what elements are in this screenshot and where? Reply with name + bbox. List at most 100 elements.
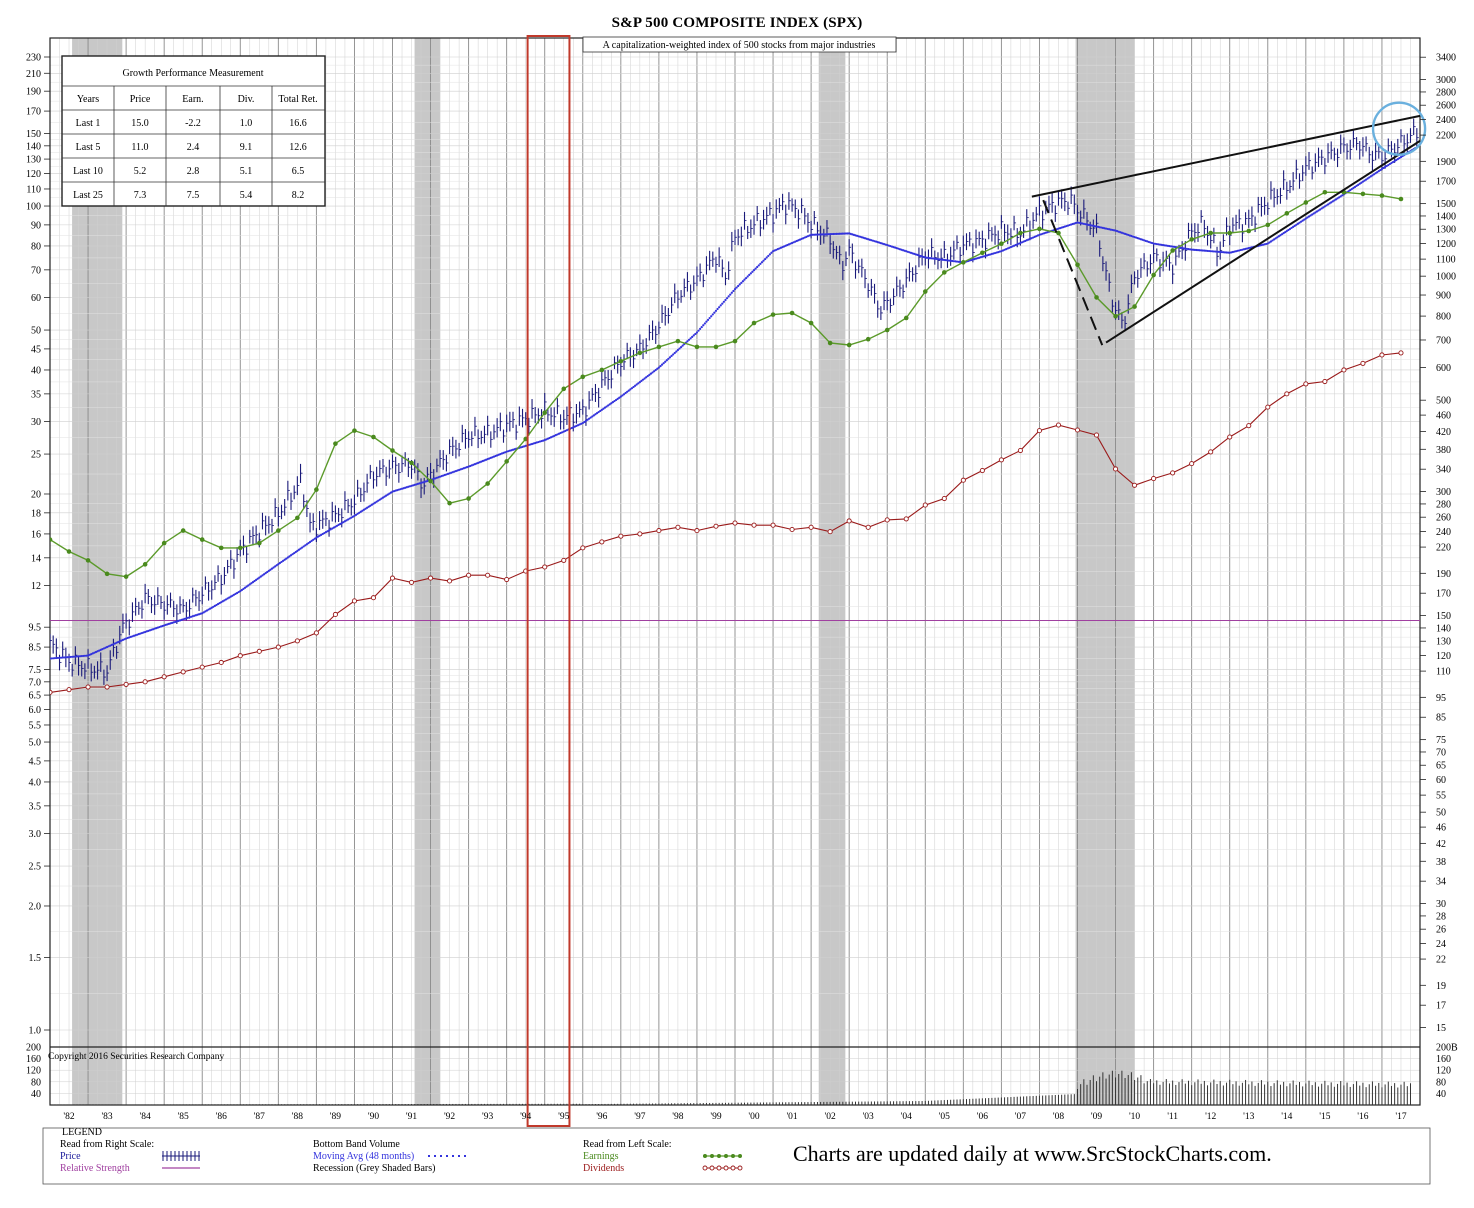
moving-average-point <box>1201 249 1204 252</box>
moving-average-point <box>816 233 819 236</box>
moving-average-point <box>278 561 282 565</box>
moving-average-point <box>313 537 316 540</box>
moving-average-point <box>1339 195 1342 198</box>
moving-average-point <box>608 403 611 406</box>
moving-average-point <box>364 507 367 510</box>
moving-average-point <box>1353 185 1357 189</box>
moving-average-point <box>353 514 356 517</box>
moving-average-point <box>1331 200 1334 203</box>
right-axis-label: 1500 <box>1436 199 1456 210</box>
legend-rs-label: Relative Strength <box>60 1163 130 1174</box>
year-label: '97 <box>634 1112 645 1122</box>
moving-average-point <box>251 581 255 584</box>
left-axis-label: 40 <box>31 365 41 376</box>
perf-cell: Last 5 <box>76 142 101 153</box>
moving-average-point <box>708 316 711 320</box>
dividends-point <box>561 557 567 563</box>
right-axis-label: 75 <box>1436 735 1446 746</box>
moving-average-point <box>270 567 274 570</box>
year-label: '86 <box>216 1112 227 1122</box>
year-label: '14 <box>1281 1112 1292 1122</box>
right-axis-label: 110 <box>1436 667 1451 678</box>
moving-average-point <box>1364 178 1368 181</box>
left-axis-label: 4.0 <box>29 777 42 788</box>
moving-average-point <box>626 390 629 393</box>
moving-average-point <box>760 261 764 264</box>
year-label: '17 <box>1395 1112 1406 1122</box>
moving-average-point <box>305 543 308 546</box>
left-axis-label: 12 <box>31 581 41 592</box>
moving-average-point <box>1396 157 1399 161</box>
moving-average-point <box>221 600 224 603</box>
left-axis-label: 2.5 <box>29 862 42 873</box>
moving-average-point <box>1349 189 1352 192</box>
moving-average-point <box>1298 221 1301 224</box>
moving-average-point <box>702 324 705 327</box>
dividends-point <box>979 467 985 474</box>
moving-average-point <box>1330 201 1333 204</box>
right-axis-label: 140 <box>1436 623 1451 634</box>
earnings-point <box>1075 262 1080 268</box>
perf-cell: 7.5 <box>187 190 200 201</box>
series-layer <box>50 118 1420 695</box>
moving-average-point <box>1296 222 1300 225</box>
moving-average-point <box>694 332 697 336</box>
moving-average-point <box>705 320 708 323</box>
moving-average-point <box>594 413 597 416</box>
dashed-decline-line <box>1042 199 1104 346</box>
moving-average-point <box>1395 158 1398 162</box>
moving-average-point <box>223 599 226 602</box>
right-axis-label: 1300 <box>1436 225 1456 236</box>
moving-average-point <box>1336 197 1339 200</box>
moving-average-point <box>811 233 814 236</box>
earnings-point <box>333 441 338 446</box>
highlight-circle <box>1371 101 1427 156</box>
moving-average-point <box>613 399 616 403</box>
right-axis-label: 460 <box>1436 411 1451 422</box>
dividends-point <box>313 630 319 636</box>
dividends-point <box>389 575 396 581</box>
dividends-point <box>466 572 472 578</box>
moving-average-point <box>1368 176 1371 179</box>
right-axis-label: 260 <box>1436 513 1451 524</box>
left-axis-label: 150 <box>26 129 41 140</box>
right-axis-label: 1000 <box>1436 272 1456 283</box>
dividends-point <box>1246 423 1252 429</box>
moving-average-point <box>640 379 643 382</box>
right-axis-label: 3400 <box>1436 53 1456 64</box>
moving-average-point <box>1377 170 1380 173</box>
moving-average-point <box>247 584 250 587</box>
year-label: '07 <box>1015 1112 1026 1122</box>
year-label: '05 <box>939 1112 950 1122</box>
moving-average-point <box>703 322 706 325</box>
moving-average-point <box>752 269 756 272</box>
moving-average-point <box>289 554 293 557</box>
right-axis-label: 2400 <box>1436 115 1456 126</box>
dividends-point <box>1113 466 1119 472</box>
moving-average-point <box>1328 202 1331 205</box>
moving-average-point <box>627 389 630 392</box>
moving-average-point <box>218 602 221 605</box>
moving-average-point <box>388 492 391 495</box>
moving-average-point <box>695 331 699 334</box>
moving-average-point <box>299 547 302 550</box>
moving-average-point <box>1306 216 1309 219</box>
moving-average-point <box>737 284 740 288</box>
moving-average-point <box>699 327 702 330</box>
moving-average-point <box>245 585 248 588</box>
right-axis-label: 800 <box>1436 312 1451 323</box>
moving-average-point <box>220 601 223 604</box>
left-axis-label: 20 <box>31 489 41 500</box>
legend-ma-label: Moving Avg (48 months) <box>313 1151 414 1162</box>
moving-average-point <box>730 291 733 294</box>
dividends-point <box>66 687 72 693</box>
perf-cell: Last 10 <box>73 166 103 177</box>
dividends-point <box>199 664 205 670</box>
moving-average-point <box>82 654 85 658</box>
moving-average-point <box>814 233 817 236</box>
dividends-point <box>1284 391 1290 397</box>
earnings-point <box>428 478 433 484</box>
moving-average-point <box>1303 218 1306 221</box>
year-label: '04 <box>901 1112 912 1122</box>
moving-average-point <box>72 655 75 658</box>
